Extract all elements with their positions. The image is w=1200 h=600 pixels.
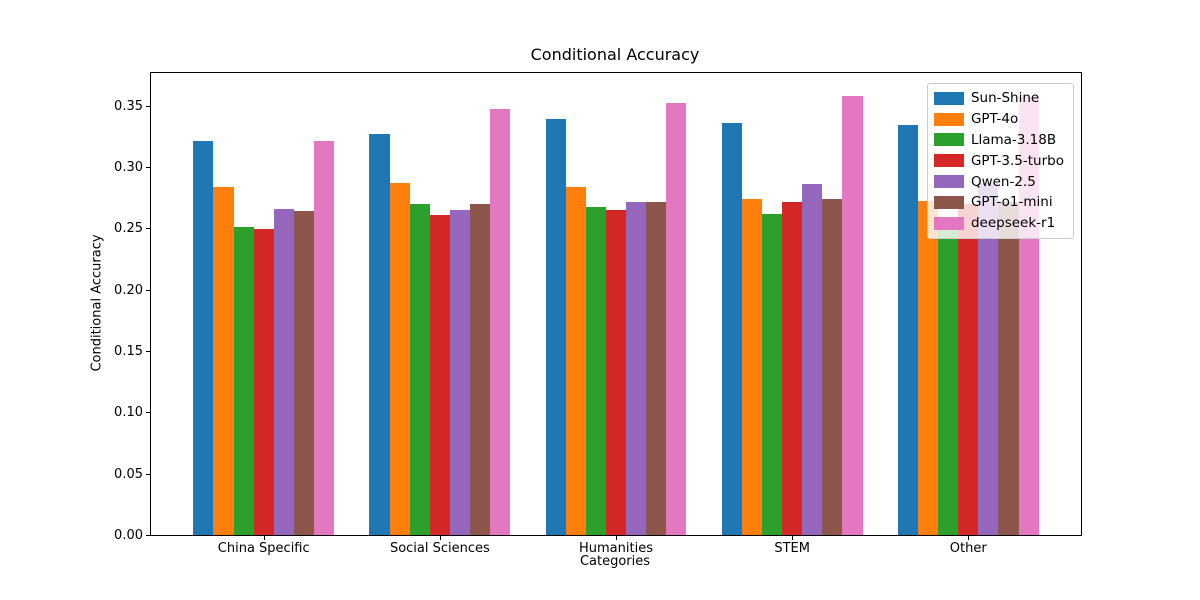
legend-label: Sun-Shine <box>970 90 1040 107</box>
bar-deepseek-r1-Social Sciences <box>490 109 511 535</box>
x-tick-label-Humanities: Humanities <box>579 541 653 556</box>
bar-Sun-Shine-Other <box>897 125 918 535</box>
y-tick-mark <box>146 473 150 475</box>
legend: Sun-Shine GPT-4o Llama-3.18B GPT-3.5-turbo Q… <box>926 83 1074 239</box>
legend-label: GPT-3.5-turbo <box>970 152 1064 169</box>
bar-GPT-3.5-turbo-China Specific <box>253 229 274 535</box>
plot-area: 0.00 0.05 0.10 0.15 0.20 0.25 0.30 0.35 China S… <box>114 72 1082 556</box>
legend-label: deepseek-r1 <box>970 215 1056 232</box>
legend-item-GPT-4o: GPT-4o <box>933 109 1064 130</box>
y-tick-label: 0.15 <box>114 343 143 359</box>
bar-GPT-3.5-turbo-Humanities <box>605 209 627 535</box>
x-tick-mark <box>439 536 441 540</box>
bar-Llama-3.18B-Humanities <box>585 207 606 535</box>
legend-item-Qwen-2.5: Qwen-2.5 <box>933 171 1064 192</box>
legend-swatch-icon <box>933 175 964 189</box>
y-tick-mark <box>146 412 150 414</box>
x-axis-label: Categories <box>579 554 651 569</box>
legend-swatch-icon <box>933 195 964 209</box>
y-tick-mark <box>146 228 150 230</box>
bar-GPT-3.5-turbo-Social Sciences <box>429 214 450 535</box>
bar-GPT-o1-mini-China Specific <box>293 211 315 535</box>
x-tick-label-China Specific: China Specific <box>217 541 310 556</box>
y-tick-label: 0.30 <box>114 159 143 175</box>
bar-Llama-3.18B-Social Sciences <box>409 203 430 535</box>
bar-GPT-o1-mini-Social Sciences <box>470 203 491 535</box>
bar-Llama-3.18B-China Specific <box>233 227 254 535</box>
bar-deepseek-r1-Humanities <box>666 103 687 535</box>
y-tick-mark <box>146 535 150 536</box>
x-tick-label-STEM: STEM <box>774 541 810 556</box>
bar-deepseek-r1-STEM <box>842 95 863 535</box>
y-tick-mark <box>146 105 150 107</box>
bar-Llama-3.18B-STEM <box>761 213 783 535</box>
y-tick-label: 0.35 <box>114 98 143 114</box>
legend-item-GPT-o1-mini: GPT-o1-mini <box>933 192 1064 213</box>
y-tick-label: 0.00 <box>114 528 143 543</box>
legend-item-GPT-3.5-turbo: GPT-3.5-turbo <box>933 150 1064 171</box>
x-tick-mark <box>792 536 794 540</box>
legend-label: Llama-3.18B <box>970 131 1057 148</box>
x-tick-label-Social Sciences: Social Sciences <box>389 541 490 556</box>
bar-GPT-o1-mini-Humanities <box>646 202 667 535</box>
bar-GPT-3.5-turbo-Other <box>958 203 979 535</box>
bar-GPT-3.5-turbo-STEM <box>782 202 803 535</box>
bar-Qwen-2.5-Other <box>978 182 999 535</box>
y-tick-label: 0.10 <box>114 405 143 421</box>
legend-label: Qwen-2.5 <box>970 173 1036 190</box>
legend-item-Llama-3.18B: Llama-3.18B <box>933 130 1064 151</box>
y-tick-label: 0.20 <box>114 282 143 298</box>
bar-GPT-4o-STEM <box>741 198 762 535</box>
bar-GPT-4o-China Specific <box>213 186 234 535</box>
x-tick-mark <box>263 536 265 540</box>
y-tick-label: 0.05 <box>114 466 143 482</box>
legend-item-deepseek-r1: deepseek-r1 <box>933 213 1064 234</box>
bar-Sun-Shine-Social Sciences <box>369 133 390 535</box>
legend-item-Sun-Shine: Sun-Shine <box>933 88 1064 109</box>
legend-label: GPT-o1-mini <box>970 194 1053 211</box>
chart-title: Conditional Accuracy <box>530 45 700 64</box>
legend-swatch-icon <box>933 133 964 147</box>
bar-GPT-4o-Humanities <box>565 186 586 535</box>
legend-swatch-icon <box>933 216 964 230</box>
y-tick-mark <box>146 166 150 168</box>
x-tick-mark <box>968 536 970 540</box>
bar-deepseek-r1-China Specific <box>314 141 335 535</box>
x-tick-mark <box>616 536 617 540</box>
bar-Qwen-2.5-China Specific <box>273 208 294 535</box>
bar-GPT-o1-mini-Other <box>998 202 1019 535</box>
bar-Sun-Shine-STEM <box>721 122 742 535</box>
x-tick-label-Other: Other <box>949 541 987 556</box>
bar-Qwen-2.5-STEM <box>802 184 823 535</box>
y-tick-mark <box>146 289 150 291</box>
bar-GPT-o1-mini-STEM <box>822 198 843 535</box>
bar-Sun-Shine-China Specific <box>193 141 214 535</box>
y-tick-mark <box>146 350 150 352</box>
bar-Sun-Shine-Humanities <box>545 119 566 535</box>
legend-swatch-icon <box>933 91 964 105</box>
legend-swatch-icon <box>933 112 964 126</box>
legend-label: GPT-4o <box>970 111 1019 128</box>
bar-Qwen-2.5-Social Sciences <box>449 209 471 535</box>
bar-GPT-4o-Social Sciences <box>389 182 410 535</box>
bar-Qwen-2.5-Humanities <box>626 202 647 535</box>
y-tick-label: 0.25 <box>114 221 143 237</box>
bar-Llama-3.18B-Other <box>938 218 959 535</box>
legend-swatch-icon <box>933 154 964 168</box>
bar-GPT-4o-Other <box>917 201 939 535</box>
